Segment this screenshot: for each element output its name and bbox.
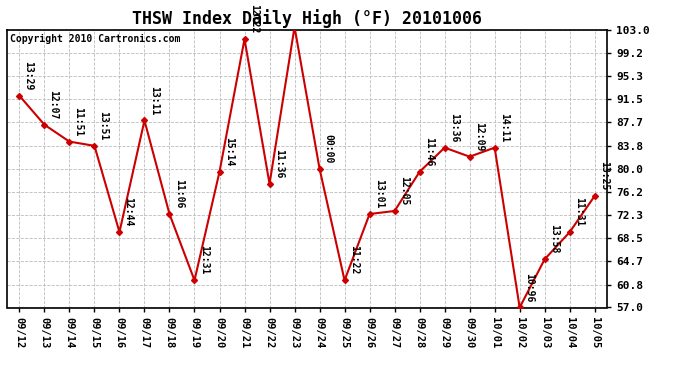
Text: 13:51: 13:51 — [99, 111, 108, 140]
Text: 12:22: 12:22 — [248, 4, 259, 33]
Text: 14:11: 14:11 — [499, 113, 509, 142]
Text: 12:09: 12:09 — [474, 122, 484, 151]
Title: THSW Index Daily High (°F) 20101006: THSW Index Daily High (°F) 20101006 — [132, 9, 482, 28]
Text: 13:58: 13:58 — [549, 224, 559, 254]
Text: 15:14: 15:14 — [224, 137, 234, 166]
Text: 13:25: 13:25 — [599, 161, 609, 190]
Text: 11:22: 11:22 — [348, 245, 359, 275]
Text: 13:11: 13:11 — [148, 86, 159, 115]
Text: 11:51: 11:51 — [74, 106, 83, 136]
Text: 11:06: 11:06 — [174, 179, 184, 209]
Text: 12:31: 12:31 — [199, 245, 208, 275]
Text: 10:96: 10:96 — [524, 273, 534, 302]
Text: 11:46: 11:46 — [424, 137, 434, 166]
Text: 12:05: 12:05 — [399, 176, 408, 206]
Text: 12:07: 12:07 — [48, 90, 59, 119]
Text: 11:36: 11:36 — [274, 149, 284, 178]
Text: 11:31: 11:31 — [574, 197, 584, 226]
Text: 00:00: 00:00 — [324, 134, 334, 163]
Text: Copyright 2010 Cartronics.com: Copyright 2010 Cartronics.com — [10, 34, 180, 44]
Text: 13:01: 13:01 — [374, 179, 384, 209]
Text: 12:44: 12:44 — [124, 197, 134, 226]
Text: 13:29: 13:29 — [23, 61, 34, 90]
Text: 13:36: 13:36 — [448, 113, 459, 142]
Text: 13:15: 13:15 — [0, 374, 1, 375]
